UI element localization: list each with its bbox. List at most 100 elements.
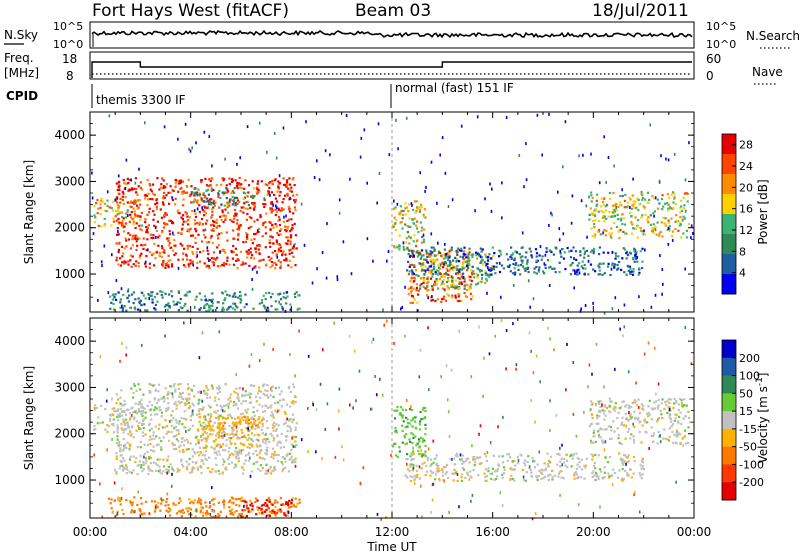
noise-right-tick-bottom: 10^0: [706, 38, 736, 51]
echo-region-i: [588, 397, 692, 446]
noise-sky-line: [91, 29, 693, 39]
colorbar-tick-label: -100: [739, 458, 764, 471]
echo-region-h: [404, 452, 645, 483]
colorbar-tick-label: -15: [739, 423, 757, 436]
date-title: 18/Jul/2011: [592, 1, 689, 21]
frequency-panel: Freq. [MHz] 18 8 60 0 Nave: [4, 51, 783, 85]
echo-region-d: [107, 496, 301, 519]
echo-region-c: [190, 187, 256, 207]
noise-left-label: N.Sky: [4, 28, 38, 42]
echo-region-d2: [241, 499, 293, 518]
colorbar-segment: [722, 482, 736, 501]
y-tick-label: 1000: [54, 267, 85, 281]
colorbar-tick-label: 16: [739, 203, 753, 216]
velocity-ylabel: Slant Range [km]: [22, 366, 36, 470]
noise-left-tick-top: 10^5: [53, 20, 83, 33]
velocity-echoes: [93, 318, 693, 521]
colorbar-segment: [722, 411, 736, 430]
colorbar-tick-label: 20: [739, 181, 753, 194]
colorbar-tick-label: 12: [739, 224, 753, 237]
colorbar-segment: [722, 274, 736, 295]
colorbar-tick-label: 24: [739, 160, 753, 173]
x-tick-label: 00:00: [677, 525, 712, 539]
y-tick-label: 3000: [54, 380, 85, 394]
colorbar-segment: [722, 340, 736, 359]
y-tick-label: 2000: [54, 221, 85, 235]
noise-left-tick-bottom: 10^0: [53, 38, 83, 51]
frequency-trace: [91, 61, 692, 78]
velocity-panel: 1000 2000 3000 4000 Slant Range [km] 200 100…: [22, 317, 770, 521]
colorbar-segment: [722, 194, 736, 215]
colorbar-segment: [722, 254, 736, 275]
cpid-panel: CPID themis 3300 IF normal (fast) 151 IF: [6, 81, 514, 108]
colorbar-segment: [722, 464, 736, 483]
colorbar-segment: [722, 174, 736, 195]
power-colorbar-label: Power [dB]: [756, 179, 770, 244]
freq-tick-top: 18: [62, 52, 77, 66]
echo-region-b: [115, 176, 299, 270]
echo-region-h: [406, 246, 644, 277]
noise-trace: [91, 29, 693, 47]
velocity-colorbar-label: Velocity [m s-1]: [755, 373, 770, 464]
cpid-mode-2: normal (fast) 151 IF: [395, 81, 514, 95]
colorbar-segment: [722, 393, 736, 412]
y-tick-label: 4000: [54, 334, 85, 348]
colorbar-tick-label: -200: [739, 476, 764, 489]
echo-region-d: [109, 290, 301, 313]
power-axes: 1000 2000 3000 4000: [54, 111, 695, 312]
nave-tick-top: 60: [706, 52, 721, 66]
x-tick-label: 12:00: [375, 525, 410, 539]
power-echoes: [91, 112, 694, 315]
colorbar-tick-label: 50: [739, 387, 753, 400]
velocity-axes: 1000 2000 3000 4000: [54, 317, 695, 518]
nave-tick-bottom: 0: [706, 69, 714, 83]
colorbar-segment: [722, 428, 736, 448]
colorbar-segment: [722, 375, 736, 394]
colorbar-tick-label: 4: [739, 267, 746, 280]
colorbar-tick-label: 15: [739, 405, 753, 418]
colorbar-segment: [722, 154, 736, 175]
colorbar-tick-label: -50: [739, 441, 757, 454]
freq-tick-bottom: 8: [66, 69, 74, 83]
echo-region-e: [392, 406, 427, 458]
velocity-colorbar: 200 100 50 15 -15 -50 -100 -200: [721, 339, 764, 501]
freq-label-line1: Freq.: [4, 51, 34, 65]
y-tick-label: 4000: [54, 128, 85, 142]
cpid-mode-1: themis 3300 IF: [96, 93, 186, 107]
nave-label: Nave: [752, 65, 783, 79]
noise-right-tick-top: 10^5: [706, 20, 736, 33]
colorbar-tick-label: 8: [739, 245, 746, 258]
colorbar-tick-label: 28: [739, 139, 753, 152]
x-tick-label: 04:00: [173, 525, 208, 539]
colorbar-segment: [722, 214, 736, 235]
y-tick-label: 3000: [54, 174, 85, 188]
echo-region-b2: [196, 415, 264, 449]
power-colorbar: 4 8 12 16 20 24 28: [721, 133, 753, 295]
station-title: Fort Hays West (fitACF): [92, 1, 289, 21]
freq-label-line2: [MHz]: [4, 66, 39, 80]
x-tick-label: 00:00: [73, 525, 108, 539]
colorbar-segment: [722, 234, 736, 255]
power-panel: 1000 2000 3000 4000 Slant Range [km] 4 8 12 16…: [22, 111, 770, 315]
x-tick-label: 08:00: [274, 525, 309, 539]
colorbar-segment: [722, 446, 736, 465]
y-tick-label: 2000: [54, 427, 85, 441]
cpid-label: CPID: [6, 89, 38, 103]
x-tick-label: 16:00: [475, 525, 510, 539]
power-ylabel: Slant Range [km]: [22, 160, 36, 264]
echo-region-b: [115, 382, 298, 476]
echo-region-e: [392, 200, 427, 254]
noise-panel: N.Sky 10^5 10^0 10^5 10^0 N.Search: [4, 20, 800, 51]
time-axis-label: Time UT: [366, 540, 417, 554]
beam-title: Beam 03: [355, 1, 431, 21]
colorbar-tick-label: 100: [739, 370, 760, 383]
echo-region-g: [417, 253, 495, 291]
frequency-line: [91, 61, 692, 78]
noise-right-label: N.Search: [746, 29, 800, 43]
colorbar-segment: [722, 357, 736, 377]
colorbar-tick-label: 200: [739, 352, 760, 365]
x-tick-label: 20:00: [576, 525, 611, 539]
time-axis: 00:00 04:00 08:00 12:00 16:00 20:00 00:00: [73, 525, 712, 539]
echo-region-i: [588, 191, 690, 240]
